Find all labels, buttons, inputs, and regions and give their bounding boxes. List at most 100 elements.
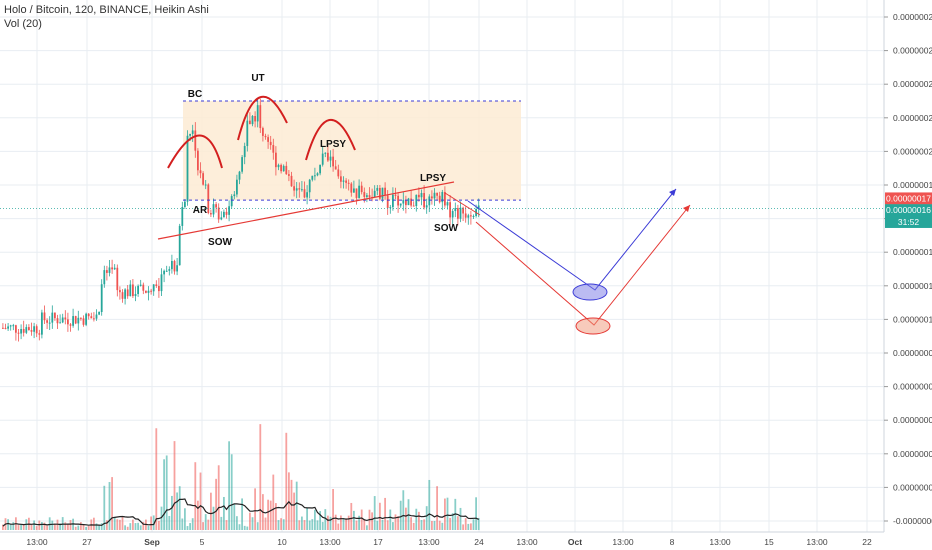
volume-bar xyxy=(457,516,459,530)
volume-bar xyxy=(285,432,288,530)
volume-bar xyxy=(303,520,306,530)
volume-bar xyxy=(207,519,210,530)
candle-body xyxy=(129,284,132,297)
candle-body xyxy=(319,164,321,174)
y-tick-label: 0.00000022 xyxy=(893,113,932,123)
candle-body xyxy=(181,206,184,226)
candle-body xyxy=(360,185,363,193)
symbol-title[interactable]: Holo / Bitcoin, 120, BINANCE, Heikin Ash… xyxy=(4,4,209,16)
candle-body xyxy=(160,274,163,292)
candle-body xyxy=(241,157,243,172)
candle-body xyxy=(171,260,173,270)
volume-bar xyxy=(223,496,225,530)
candle-body xyxy=(12,325,15,327)
candle-body xyxy=(462,207,464,214)
candle-body xyxy=(30,330,33,332)
volume-bar xyxy=(168,516,171,530)
candle-body xyxy=(449,202,451,218)
candle-body xyxy=(254,115,256,122)
candle-body xyxy=(384,187,386,196)
candle-body xyxy=(394,194,397,196)
x-tick-label: 13:00 xyxy=(806,537,828,547)
volume-bar xyxy=(108,482,111,530)
candle-body xyxy=(301,189,303,191)
candle-body xyxy=(334,166,337,170)
volume-bar xyxy=(30,524,33,530)
candle-body xyxy=(277,164,280,168)
volume-bar xyxy=(311,519,314,530)
y-tick-label: 0.00000018 xyxy=(893,180,932,190)
candle-body xyxy=(446,202,449,206)
candle-body xyxy=(337,169,340,177)
candle-body xyxy=(134,293,137,297)
volume-bar xyxy=(293,492,295,530)
y-tick-label: 0.00000014 xyxy=(893,247,932,257)
volume-bar xyxy=(308,520,311,530)
volume-bar xyxy=(319,511,321,530)
x-tick-label: 5 xyxy=(200,537,205,547)
candle-body xyxy=(288,174,290,176)
candle-body xyxy=(121,292,124,299)
candle-body xyxy=(108,267,111,273)
candle-body xyxy=(464,213,467,218)
volume-bar xyxy=(472,519,475,530)
candle-body xyxy=(350,183,353,193)
volume-bar xyxy=(238,524,241,530)
volume-bar xyxy=(441,522,444,530)
candle-body xyxy=(119,290,121,293)
volume-bar xyxy=(425,506,428,530)
volume-bar xyxy=(82,524,85,530)
volume-bar xyxy=(191,518,194,530)
volume-bar xyxy=(428,479,431,530)
volume-bar xyxy=(230,454,233,530)
volume-bar xyxy=(249,512,251,530)
candle-body xyxy=(113,267,116,270)
volume-bar xyxy=(87,525,90,530)
price-tag-bg xyxy=(885,204,932,217)
price-axis[interactable]: 0.00000028 0.00000026 0.00000024 0.00000022… xyxy=(883,0,932,532)
volume-indicator-label[interactable]: Vol (20) xyxy=(4,18,42,30)
candle-body xyxy=(379,187,381,199)
candle-body xyxy=(264,135,267,138)
candle-body xyxy=(77,317,80,324)
volume-bar xyxy=(189,523,191,530)
volume-bar xyxy=(9,524,12,530)
volume-bar xyxy=(241,498,243,530)
candle-body xyxy=(428,196,431,206)
volume-bar xyxy=(116,519,119,530)
time-axis[interactable]: 13:00 27 Sep 5 10 13:00 17 13:00 24 13:00 Oct 13:00… xyxy=(0,531,884,547)
candle-body xyxy=(363,192,366,197)
volume-bar xyxy=(69,520,72,530)
candle-body xyxy=(386,195,389,208)
x-tick-label: 13:00 xyxy=(26,537,48,547)
candle-body xyxy=(267,137,269,142)
volume-bar xyxy=(301,516,303,530)
annotations: BC UT LPSY LPSY AR SOW SOW xyxy=(188,73,459,248)
volume-bar xyxy=(74,526,77,530)
candle-body xyxy=(454,208,457,212)
candle-body xyxy=(168,269,171,271)
candle-body xyxy=(184,201,186,207)
price-tag-label: 0.00000017 xyxy=(886,193,931,203)
volume-bar xyxy=(386,520,389,530)
volume-bar xyxy=(376,520,379,530)
volume-bar xyxy=(100,523,103,530)
candle-body xyxy=(433,192,436,199)
volume-bar xyxy=(155,428,158,530)
volume-bar xyxy=(272,474,275,530)
candle-body xyxy=(327,152,329,161)
volume-bar xyxy=(389,509,392,530)
candle-body xyxy=(69,324,72,326)
candle-body xyxy=(355,188,358,198)
volume-bar xyxy=(46,525,48,530)
chart-header: Holo / Bitcoin, 120, BINANCE, Heikin Ash… xyxy=(4,3,209,31)
y-tick-label: -0.00000002 xyxy=(893,516,932,526)
volume-bar xyxy=(436,486,438,530)
wyckoff-label: SOW xyxy=(208,237,232,248)
candle-body xyxy=(347,182,350,184)
candle-body xyxy=(285,165,288,175)
volume-bar xyxy=(202,522,204,530)
candle-body xyxy=(303,189,306,198)
